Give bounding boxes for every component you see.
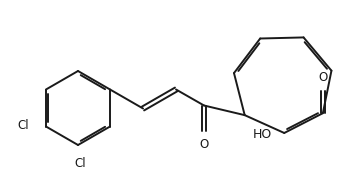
Text: O: O (318, 71, 328, 84)
Text: HO: HO (253, 128, 272, 141)
Text: O: O (200, 139, 209, 152)
Text: Cl: Cl (74, 157, 86, 170)
Text: Cl: Cl (17, 119, 29, 132)
